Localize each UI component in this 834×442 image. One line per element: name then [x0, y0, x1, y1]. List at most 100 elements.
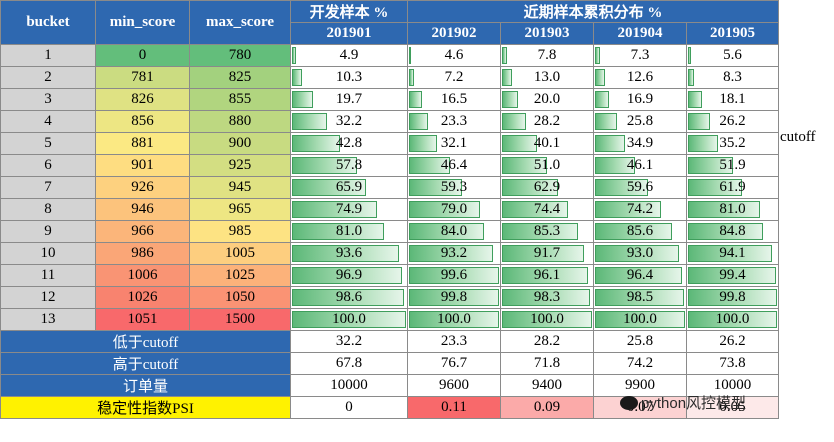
cumulative-pct-value: 51.9 — [719, 157, 746, 173]
cumulative-pct-value: 26.2 — [719, 113, 746, 129]
cumulative-pct-cell: 40.1 — [500, 132, 594, 155]
cumulative-pct-cell: 46.4 — [407, 154, 501, 177]
cumulative-pct-cell: 98.5 — [593, 286, 687, 309]
data-bar — [292, 157, 358, 174]
summary-row: 低于cutoff 32.2 23.3 28.2 25.8 26.2 — [0, 330, 779, 353]
data-bar — [409, 69, 414, 86]
header-period: 201903 — [500, 22, 594, 45]
min-score-cell: 1051 — [95, 308, 190, 331]
cumulative-pct-value: 94.1 — [719, 245, 746, 261]
bucket-cell: 1 — [0, 44, 96, 67]
data-bar — [409, 311, 499, 328]
bucket-cell: 5 — [0, 132, 96, 155]
cumulative-pct-value: 8.3 — [723, 69, 742, 85]
psi-label: 稳定性指数PSI — [0, 396, 291, 419]
cumulative-pct-cell: 96.1 — [500, 264, 594, 287]
bucket-row: 11 1006 1025 96.9 99.6 96.1 96.4 99.4 — [0, 264, 779, 287]
cumulative-pct-cell: 7.8 — [500, 44, 594, 67]
cumulative-pct-value: 98.3 — [533, 289, 561, 305]
cumulative-pct-value: 20.0 — [533, 91, 561, 107]
cumulative-pct-cell: 98.3 — [500, 286, 594, 309]
cumulative-pct-value: 81.0 — [335, 223, 363, 239]
data-bar — [688, 157, 734, 174]
cumulative-pct-value: 98.5 — [626, 289, 654, 305]
bucket-cell: 6 — [0, 154, 96, 177]
cumulative-pct-cell: 16.9 — [593, 88, 687, 111]
cumulative-pct-value: 81.0 — [719, 201, 746, 217]
min-score-cell: 986 — [95, 242, 190, 265]
cumulative-pct-cell: 32.2 — [290, 110, 408, 133]
cumulative-pct-cell: 4.9 — [290, 44, 408, 67]
cumulative-pct-value: 35.2 — [719, 135, 746, 151]
data-bar — [595, 311, 685, 328]
cumulative-pct-value: 59.3 — [440, 179, 468, 195]
max-score-cell: 965 — [189, 198, 291, 221]
cumulative-pct-value: 7.3 — [630, 47, 650, 63]
min-score-cell: 0 — [95, 44, 190, 67]
data-bar — [409, 91, 423, 108]
cumulative-pct-cell: 96.4 — [593, 264, 687, 287]
cumulative-pct-cell: 61.9 — [686, 176, 779, 199]
cumulative-pct-value: 98.6 — [335, 289, 363, 305]
data-bar — [595, 47, 600, 64]
bucket-cell: 2 — [0, 66, 96, 89]
cumulative-pct-value: 99.6 — [440, 267, 468, 283]
bucket-row: 13 1051 1500 100.0 100.0 100.0 100.0 100.0 — [0, 308, 779, 331]
wechat-icon — [620, 396, 638, 410]
cumulative-pct-value: 19.7 — [335, 91, 363, 107]
cumulative-pct-value: 96.1 — [533, 267, 561, 283]
cumulative-pct-cell: 93.0 — [593, 242, 687, 265]
max-score-cell: 855 — [189, 88, 291, 111]
cumulative-pct-value: 12.6 — [626, 69, 654, 85]
bucket-cell: 7 — [0, 176, 96, 199]
max-score-cell: 900 — [189, 132, 291, 155]
cumulative-pct-value: 99.8 — [440, 289, 468, 305]
cumulative-pct-cell: 84.8 — [686, 220, 779, 243]
cumulative-pct-cell: 99.8 — [407, 286, 501, 309]
cumulative-pct-value: 91.7 — [533, 245, 561, 261]
cumulative-pct-value: 100.0 — [623, 311, 657, 327]
data-bar — [595, 201, 662, 218]
cumulative-pct-cell: 10.3 — [290, 66, 408, 89]
min-score-cell: 826 — [95, 88, 190, 111]
max-score-cell: 825 — [189, 66, 291, 89]
data-bar — [292, 179, 367, 196]
data-bar — [409, 245, 493, 262]
psi-row: 稳定性指数PSI 0 0.11 0.09 0.07 0.05 — [0, 396, 779, 419]
summary-value: 9400 — [500, 374, 594, 397]
cumulative-pct-cell: 59.3 — [407, 176, 501, 199]
data-bar — [688, 223, 764, 240]
cumulative-pct-cell: 5.6 — [686, 44, 779, 67]
cumulative-pct-value: 32.2 — [335, 113, 363, 129]
watermark: python风控模型 — [620, 392, 746, 413]
min-score-cell: 1006 — [95, 264, 190, 287]
cumulative-pct-value: 85.6 — [626, 223, 654, 239]
cumulative-pct-cell: 74.9 — [290, 198, 408, 221]
psi-value: 0.05 — [686, 396, 779, 419]
summary-value: 25.8 — [593, 330, 687, 353]
cumulative-pct-value: 7.8 — [537, 47, 557, 63]
data-bar — [409, 201, 480, 218]
psi-value: 0.07 — [593, 396, 687, 419]
max-score-cell: 985 — [189, 220, 291, 243]
data-bar — [688, 69, 694, 86]
cumulative-pct-value: 84.8 — [719, 223, 746, 239]
cumulative-pct-value: 74.9 — [335, 201, 363, 217]
cumulative-pct-cell: 7.3 — [593, 44, 687, 67]
cumulative-pct-cell: 100.0 — [407, 308, 501, 331]
cumulative-pct-value: 34.9 — [626, 135, 654, 151]
cumulative-pct-cell: 4.6 — [407, 44, 501, 67]
summary-value: 10000 — [686, 374, 779, 397]
cumulative-pct-cell: 79.0 — [407, 198, 501, 221]
data-bar — [688, 47, 692, 64]
cumulative-pct-value: 99.4 — [719, 267, 746, 283]
summary-value: 74.2 — [593, 352, 687, 375]
cutoff-label: cutoff — [780, 129, 816, 145]
psi-stability-table: bucket min_score max_score 开发样本 % 近期样本累积… — [0, 0, 779, 419]
summary-row: 高于cutoff 67.8 76.7 71.8 74.2 73.8 — [0, 352, 779, 375]
data-bar — [292, 69, 302, 86]
cumulative-pct-cell: 81.0 — [686, 198, 779, 221]
cumulative-pct-value: 16.5 — [440, 91, 468, 107]
data-bar — [502, 47, 508, 64]
cumulative-pct-value: 46.1 — [626, 157, 654, 173]
